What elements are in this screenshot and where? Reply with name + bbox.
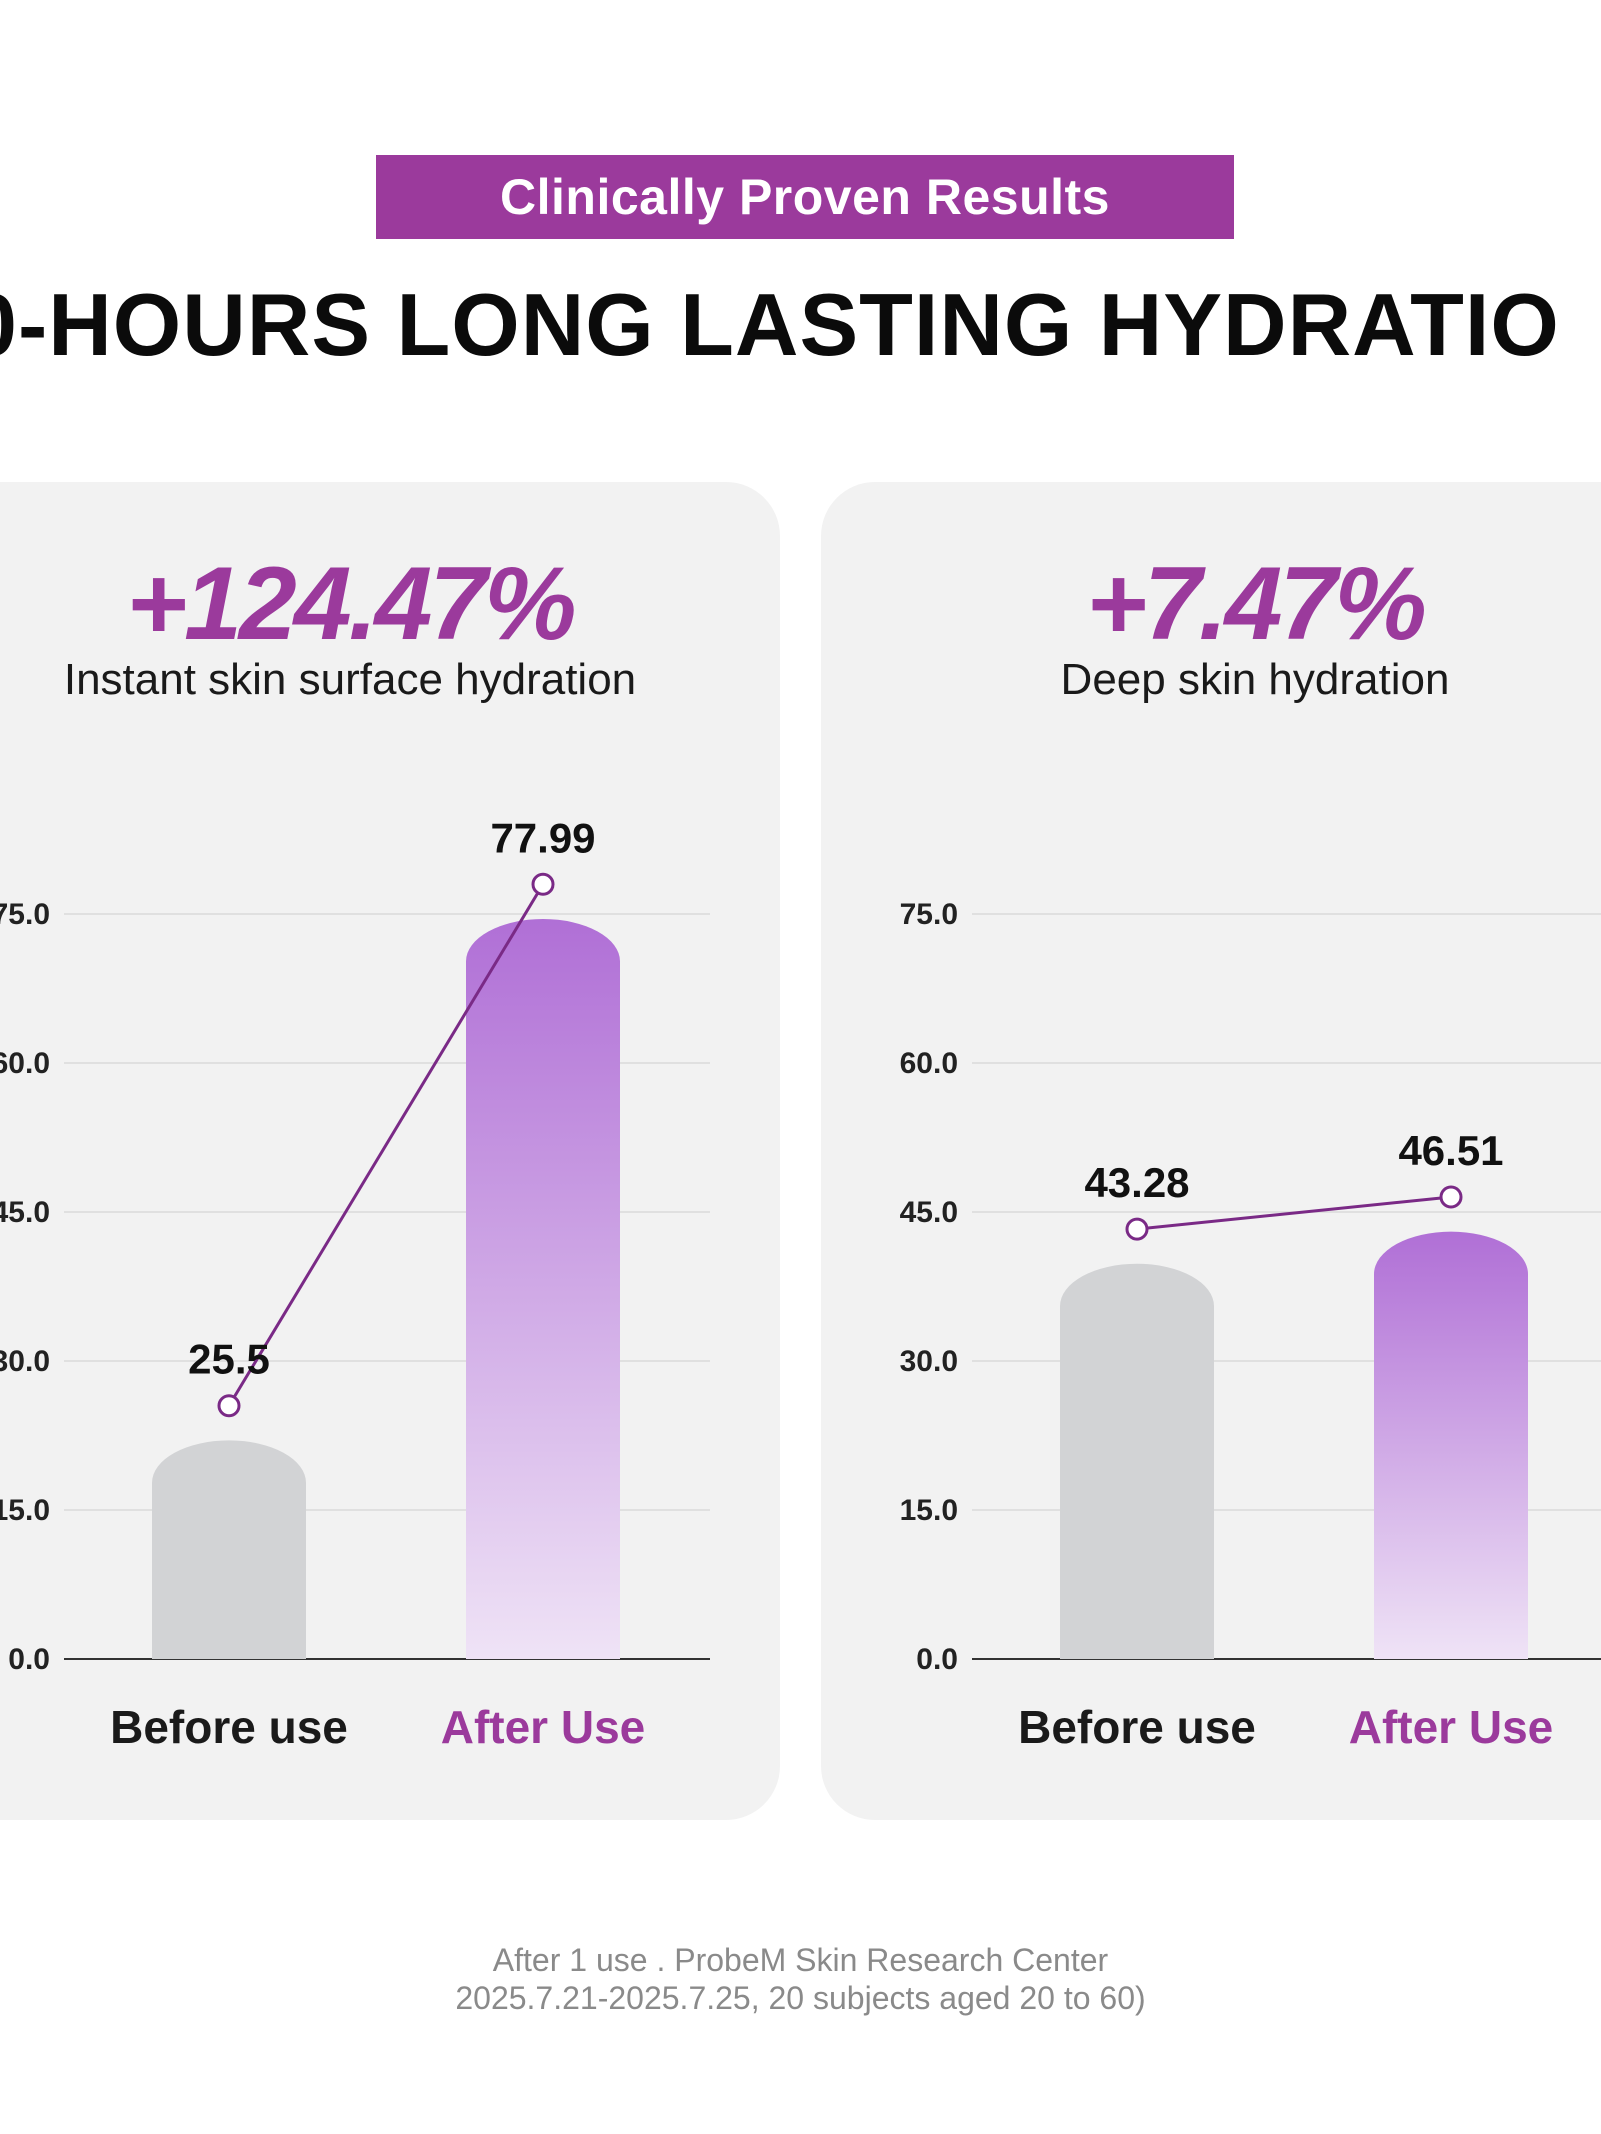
headline: 0-HOURS LONG LASTING HYDRATIO: [0, 270, 1601, 380]
surface-ytick-label: 0.0: [8, 1643, 50, 1676]
deep-point: [1125, 1217, 1149, 1241]
deep-bar-before: [1060, 1263, 1214, 1659]
deep-category-label: After Use: [1349, 1701, 1554, 1753]
results-badge: Clinically Proven Results: [376, 155, 1234, 239]
surface-trend-line: [227, 883, 545, 1407]
deep-trend-line: [1136, 1195, 1452, 1231]
surface-ytick-label: 60.0: [0, 1047, 50, 1080]
deep-ytick-label: 0.0: [916, 1643, 958, 1676]
deep-ytick-label: 15.0: [900, 1494, 958, 1527]
deep-ytick-label: 60.0: [900, 1047, 958, 1080]
surface-bar-before: [152, 1440, 306, 1659]
surface-data-label: 25.5: [188, 1336, 270, 1383]
surface-ytick-label: 75.0: [0, 898, 50, 931]
deep-subtitle: Deep skin hydration: [1060, 655, 1450, 704]
surface-ytick-label: 45.0: [0, 1196, 50, 1229]
chart-card-surface: [0, 482, 780, 1820]
deep-data-label: 43.28: [1084, 1159, 1189, 1206]
surface-ytick-label: 15.0: [0, 1494, 50, 1527]
surface-bar-after: [466, 918, 620, 1659]
deep-bar-after: [1374, 1231, 1528, 1659]
deep-data-label: 46.51: [1398, 1127, 1503, 1174]
deep-category-label: Before use: [1018, 1701, 1256, 1753]
surface-percent: +124.47%: [126, 546, 576, 662]
surface-category-label: After Use: [441, 1701, 646, 1753]
deep-percent: +7.47%: [1086, 546, 1427, 662]
surface-category-label: Before use: [110, 1701, 348, 1753]
surface-ytick-label: 30.0: [0, 1345, 50, 1378]
deep-ytick-label: 30.0: [900, 1345, 958, 1378]
deep-ytick-label: 45.0: [900, 1196, 958, 1229]
deep-point: [1439, 1185, 1463, 1209]
headline-text: 0-HOURS LONG LASTING HYDRATIO: [0, 275, 1560, 374]
surface-subtitle: Instant skin surface hydration: [63, 655, 637, 704]
surface-data-label: 77.99: [490, 814, 595, 861]
surface-point: [531, 872, 555, 896]
surface-point: [217, 1394, 241, 1418]
deep-ytick-label: 75.0: [900, 898, 958, 931]
footer-line-1: After 1 use . ProbeM Skin Research Cente…: [492, 1942, 1109, 1978]
footer-line-2: 2025.7.21-2025.7.25, 20 subjects aged 20…: [455, 1980, 1146, 2016]
